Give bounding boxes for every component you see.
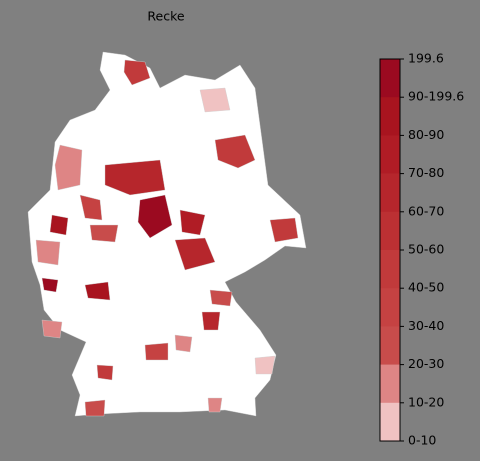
region <box>214 134 256 169</box>
colorbar-segment <box>380 97 400 136</box>
colorbar-label: 70-80 <box>408 165 444 180</box>
region <box>49 214 69 236</box>
region <box>104 159 166 196</box>
colorbar-label: 50-60 <box>408 242 444 257</box>
region <box>174 334 193 353</box>
colorbar-label: 20-30 <box>408 356 444 371</box>
colorbar: 199.6 90-199.6 80-90 70-80 60-70 50-60 40-50 30… <box>379 51 464 448</box>
colorbar-label: 90-199.6 <box>408 89 464 104</box>
map-title: Recke <box>147 9 184 24</box>
region <box>269 217 299 243</box>
region <box>35 239 61 266</box>
region <box>201 311 221 331</box>
region <box>89 224 119 243</box>
colorbar-label: 30-40 <box>408 318 444 333</box>
region <box>174 237 216 271</box>
colorbar-label: 80-90 <box>408 127 444 142</box>
colorbar-label: 199.6 <box>408 51 444 66</box>
colorbar-segment <box>380 250 400 289</box>
region <box>79 194 103 221</box>
colorbar-segment <box>380 326 400 365</box>
colorbar-segment <box>380 402 400 442</box>
colorbar-label: 0-10 <box>408 433 436 448</box>
region <box>84 281 111 301</box>
region <box>41 319 63 339</box>
region <box>207 397 223 413</box>
colorbar-label: 40-50 <box>408 280 444 295</box>
colorbar-segment <box>380 288 400 327</box>
colorbar-segment <box>380 135 400 174</box>
germany-map <box>27 51 307 417</box>
colorbar-segment <box>380 364 400 404</box>
colorbar-segment <box>380 59 400 98</box>
colorbar-label: 60-70 <box>408 203 444 218</box>
colorbar-segment <box>380 211 400 251</box>
region <box>54 144 83 191</box>
region <box>254 355 276 375</box>
colorbar-segment <box>380 173 400 213</box>
region <box>41 277 59 293</box>
region <box>179 209 206 236</box>
region <box>123 59 151 86</box>
region <box>96 364 114 381</box>
region <box>209 289 233 307</box>
region <box>137 194 173 239</box>
region <box>84 399 106 417</box>
region <box>144 342 169 361</box>
colorbar-label: 10-20 <box>408 394 444 409</box>
region <box>199 87 231 113</box>
